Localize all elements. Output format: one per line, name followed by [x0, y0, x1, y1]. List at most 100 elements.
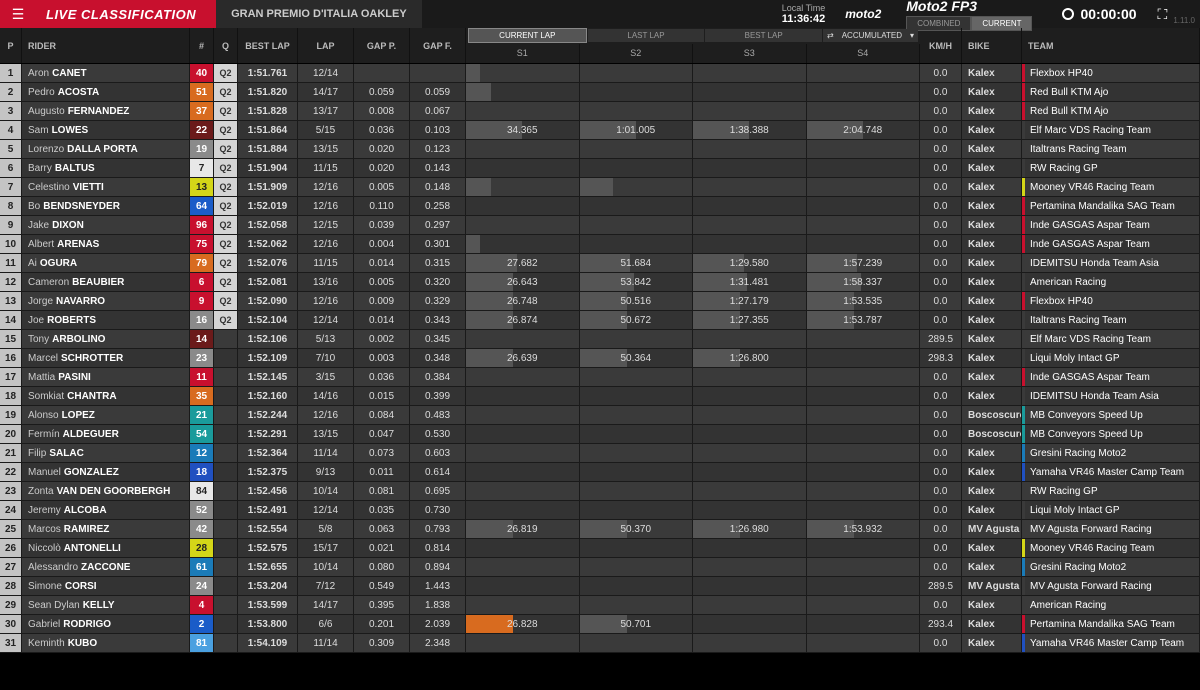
accumulated-dropdown[interactable]: ⇄ACCUMULATED▾	[823, 29, 918, 42]
table-row[interactable]: 18SomkiatCHANTRA351:52.16014/160.0150.39…	[0, 387, 1200, 406]
sector-cell	[580, 197, 694, 216]
fullscreen-button[interactable]: ⛶	[1152, 6, 1174, 23]
rider-cell: JoeROBERTS	[22, 311, 190, 330]
menu-button[interactable]: ☰	[0, 0, 36, 28]
pos-cell: 25	[0, 520, 22, 539]
bike-cell: Kalex	[962, 235, 1022, 254]
session-block: Moto2 FP3 COMBINED CURRENT	[891, 0, 1047, 31]
table-row[interactable]: 8BoBENDSNEYDER64Q21:52.01912/160.1100.25…	[0, 197, 1200, 216]
sector-cell	[466, 558, 580, 577]
kmh-cell: 0.0	[920, 558, 962, 577]
table-row[interactable]: 22ManuelGONZALEZ181:52.3759/130.0110.614…	[0, 463, 1200, 482]
tab-last-lap[interactable]: LAST LAP	[588, 29, 705, 42]
sector-cell	[807, 425, 921, 444]
table-row[interactable]: 3AugustoFERNANDEZ37Q21:51.82813/170.0080…	[0, 102, 1200, 121]
kmh-cell: 0.0	[920, 482, 962, 501]
rider-cell: CelestinoVIETTI	[22, 178, 190, 197]
table-row[interactable]: 15TonyARBOLINO141:52.1065/130.0020.34528…	[0, 330, 1200, 349]
gapp-cell: 0.014	[354, 311, 410, 330]
sector-cell	[580, 140, 694, 159]
bestlap-cell: 1:52.081	[238, 273, 298, 292]
table-row[interactable]: 27AlessandroZACCONE611:52.65510/140.0800…	[0, 558, 1200, 577]
table-row[interactable]: 17MattiaPASINI111:52.1453/150.0360.3840.…	[0, 368, 1200, 387]
table-row[interactable]: 24JeremyALCOBA521:52.49112/140.0350.7300…	[0, 501, 1200, 520]
table-row[interactable]: 14JoeROBERTS16Q21:52.10412/140.0140.3432…	[0, 311, 1200, 330]
rider-cell: BoBENDSNEYDER	[22, 197, 190, 216]
table-row[interactable]: 13JorgeNAVARRO9Q21:52.09012/160.0090.329…	[0, 292, 1200, 311]
sector-cell	[466, 482, 580, 501]
session-name: Moto2 FP3	[906, 0, 1032, 14]
bike-cell: Kalex	[962, 368, 1022, 387]
lap-cell: 11/14	[298, 634, 354, 653]
pos-cell: 28	[0, 577, 22, 596]
gapp-cell: 0.003	[354, 349, 410, 368]
category-logo: moto2	[835, 7, 891, 21]
table-row[interactable]: 9JakeDIXON96Q21:52.05812/150.0390.2970.0…	[0, 216, 1200, 235]
sector-cell	[466, 425, 580, 444]
table-row[interactable]: 21FilipSALAC121:52.36411/140.0730.6030.0…	[0, 444, 1200, 463]
q-cell	[214, 368, 238, 387]
gapf-cell: 2.039	[410, 615, 466, 634]
col-s1: S1	[466, 44, 580, 63]
pos-cell: 12	[0, 273, 22, 292]
gapp-cell: 0.005	[354, 178, 410, 197]
lap-cell: 12/16	[298, 178, 354, 197]
sector-cell	[807, 159, 921, 178]
sector-cell: 26.748	[466, 292, 580, 311]
table-row[interactable]: 7CelestinoVIETTI13Q21:51.90912/160.0050.…	[0, 178, 1200, 197]
bestlap-cell: 1:52.058	[238, 216, 298, 235]
table-row[interactable]: 28SimoneCORSIP241:53.2047/120.5491.44328…	[0, 577, 1200, 596]
rider-cell: MarcosRAMIREZ	[22, 520, 190, 539]
gapp-cell: 0.059	[354, 83, 410, 102]
sector-cell	[807, 216, 921, 235]
table-row[interactable]: 26NiccolòANTONELLI281:52.57515/170.0210.…	[0, 539, 1200, 558]
table-row[interactable]: 2PedroACOSTA51Q21:51.82014/170.0590.0590…	[0, 83, 1200, 102]
table-row[interactable]: 23ZontaVAN DEN GOORBERGH841:52.45610/140…	[0, 482, 1200, 501]
table-row[interactable]: 25MarcosRAMIREZ421:52.5545/80.0630.79326…	[0, 520, 1200, 539]
table-row[interactable]: 20FermínALDEGUER541:52.29113/150.0470.53…	[0, 425, 1200, 444]
sector-cell	[693, 102, 807, 121]
table-row[interactable]: 11AiOGURA79Q21:52.07611/150.0140.31527.6…	[0, 254, 1200, 273]
gapp-cell: 0.039	[354, 216, 410, 235]
q-cell	[214, 634, 238, 653]
tab-current-lap[interactable]: CURRENT LAP	[468, 28, 587, 43]
pos-cell: 14	[0, 311, 22, 330]
q-cell: Q2	[214, 178, 238, 197]
table-row[interactable]: 16MarcelSCHROTTER231:52.1097/100.0030.34…	[0, 349, 1200, 368]
table-row[interactable]: 1AronCANET40Q21:51.76112/140.0KalexFlexb…	[0, 64, 1200, 83]
bike-cell: Kalex	[962, 349, 1022, 368]
team-cell: Inde GASGAS Aspar Team	[1022, 216, 1200, 235]
lap-cell: 6/6	[298, 615, 354, 634]
table-row[interactable]: 12CameronBEAUBIER6Q21:52.08113/160.0050.…	[0, 273, 1200, 292]
table-row[interactable]: 5LorenzoDALLA PORTA19Q21:51.88413/150.02…	[0, 140, 1200, 159]
sector-cell	[693, 558, 807, 577]
table-row[interactable]: 4SamLOWES22Q21:51.8645/150.0360.10334.36…	[0, 121, 1200, 140]
num-cell: 6	[190, 273, 214, 292]
col-gapf: GAP F.	[410, 28, 466, 63]
gapf-cell: 0.483	[410, 406, 466, 425]
sector-cell	[466, 539, 580, 558]
table-row[interactable]: 30GabrielRODRIGO21:53.8006/60.2012.03926…	[0, 615, 1200, 634]
team-cell: MV Agusta Forward Racing	[1022, 577, 1200, 596]
lap-cell: 3/15	[298, 368, 354, 387]
tab-best-lap[interactable]: BEST LAP	[705, 29, 822, 42]
gapp-cell: 0.110	[354, 197, 410, 216]
lap-cell: 5/8	[298, 520, 354, 539]
rider-cell: SamLOWES	[22, 121, 190, 140]
table-row[interactable]: 10AlbertARENAS75Q21:52.06212/160.0040.30…	[0, 235, 1200, 254]
sector-cell	[580, 330, 694, 349]
table-row[interactable]: 6BarryBALTUS7Q21:51.90411/150.0200.1430.…	[0, 159, 1200, 178]
sector-cell	[466, 102, 580, 121]
num-cell: 51	[190, 83, 214, 102]
gapf-cell: 0.258	[410, 197, 466, 216]
table-row[interactable]: 31KeminthKUBO811:54.10911/140.3092.3480.…	[0, 634, 1200, 653]
col-s4: S4	[807, 44, 921, 63]
num-cell: 96	[190, 216, 214, 235]
bestlap-cell: 1:52.145	[238, 368, 298, 387]
table-row[interactable]: 29Sean DylanKELLY41:53.59914/170.3951.83…	[0, 596, 1200, 615]
table-row[interactable]: 19AlonsoLOPEZ211:52.24412/160.0840.4830.…	[0, 406, 1200, 425]
sector-cell	[580, 235, 694, 254]
pos-cell: 6	[0, 159, 22, 178]
num-cell: 13	[190, 178, 214, 197]
num-cell: 16	[190, 311, 214, 330]
